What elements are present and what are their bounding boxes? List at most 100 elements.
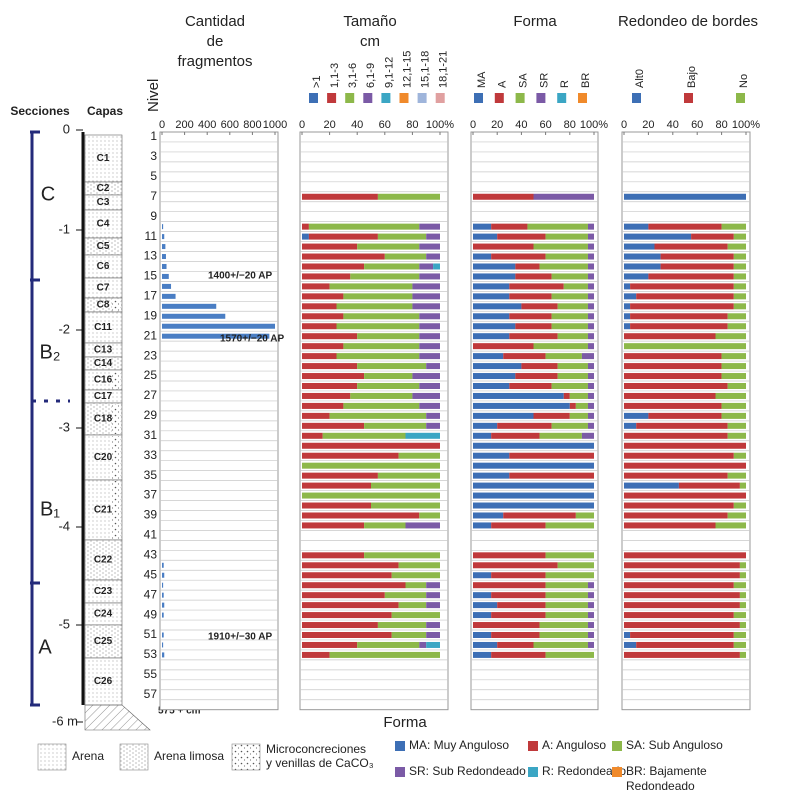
stack-segment — [624, 193, 746, 200]
stack-segment — [302, 572, 392, 579]
stack-segment — [557, 303, 588, 310]
stack-segment — [733, 641, 746, 648]
fragment-bar — [162, 323, 275, 329]
stack-segment — [391, 612, 440, 619]
forma-legend-swatch — [528, 741, 538, 751]
stack-segment — [302, 373, 365, 380]
level-label: 55 — [144, 667, 158, 681]
stack-segment — [329, 412, 427, 419]
stack-segment — [545, 651, 594, 658]
stack-segment — [473, 313, 510, 320]
stack-segment — [624, 283, 631, 290]
layer — [84, 657, 123, 706]
stack-segment — [491, 632, 540, 638]
stack-segment — [557, 373, 588, 380]
stack-segment — [302, 223, 309, 230]
stack-segment — [636, 422, 728, 429]
stack-segment — [302, 303, 337, 310]
stack-segment — [727, 383, 746, 389]
level-label: 13 — [144, 249, 158, 263]
x-tick-label: 20 — [323, 119, 335, 131]
microconcretion-patch — [112, 299, 121, 311]
stack-segment — [302, 263, 365, 270]
stack-segment — [357, 641, 420, 648]
layers-header: Capas — [87, 104, 123, 118]
panel-title: Tamaño — [343, 13, 396, 30]
stack-segment — [473, 592, 492, 599]
stack-segment — [587, 373, 594, 380]
stack-segment — [721, 412, 746, 419]
level-label: 27 — [144, 388, 158, 402]
stack-segment — [733, 283, 746, 290]
stack-segment — [739, 572, 746, 579]
stack-segment — [473, 243, 534, 250]
stack-segment — [473, 582, 546, 589]
legend-label: 18,1-21 — [438, 51, 450, 88]
stack-segment — [473, 632, 492, 638]
stack-segment — [654, 243, 728, 250]
stack-segment — [587, 422, 594, 429]
level-label: 29 — [144, 408, 158, 422]
stack-segment — [715, 333, 746, 340]
stack-segment — [473, 402, 570, 409]
stack-segment — [473, 641, 498, 648]
stack-segment — [533, 243, 588, 250]
stack-segment — [343, 293, 413, 300]
depth-label: -4 — [58, 518, 70, 533]
stack-segment — [491, 253, 546, 260]
stack-segment — [426, 641, 440, 648]
stack-segment — [715, 522, 746, 529]
stack-segment — [302, 632, 392, 638]
stack-segment — [569, 412, 588, 419]
legend-swatch — [557, 93, 567, 103]
stack-segment — [624, 333, 716, 340]
legend-swatch — [515, 93, 525, 103]
stack-segment — [533, 641, 588, 648]
stack-segment — [503, 353, 546, 360]
stack-segment — [302, 353, 337, 360]
stack-segment — [302, 283, 330, 290]
lithology-label: y venillas de CaCO₃ — [266, 756, 374, 770]
stack-segment — [426, 363, 440, 370]
fragment-bar — [162, 293, 176, 299]
stack-segment — [727, 472, 746, 479]
forma-legend-title: Forma — [383, 714, 427, 731]
stack-segment — [624, 233, 692, 240]
stack-segment — [302, 402, 344, 409]
stack-segment — [539, 632, 588, 638]
section-label: B₁ — [40, 498, 60, 520]
stack-segment — [302, 333, 358, 340]
stack-segment — [473, 343, 534, 350]
stack-segment — [412, 303, 440, 310]
stack-segment — [509, 293, 552, 300]
stack-segment — [727, 422, 746, 429]
stack-segment — [539, 263, 588, 270]
stack-segment — [624, 313, 631, 320]
x-tick-label: 100% — [426, 119, 454, 131]
stack-segment — [721, 363, 746, 370]
stack-segment — [302, 392, 351, 399]
forma-legend-swatch — [528, 767, 538, 777]
stack-segment — [405, 432, 440, 439]
depth-label: -2 — [58, 321, 70, 336]
stack-segment — [473, 323, 516, 330]
layer-label: C26 — [94, 676, 113, 687]
x-tick-label: 100% — [580, 119, 608, 131]
stack-segment — [398, 562, 440, 569]
stack-segment — [473, 612, 492, 619]
date-annotation: 1400+/−20 AP — [208, 271, 272, 282]
stack-segment — [350, 392, 413, 399]
panel-title: Forma — [513, 13, 557, 30]
x-tick-label: 20 — [642, 119, 654, 131]
depth-label: -6 m — [52, 713, 78, 728]
stack-segment — [426, 422, 440, 429]
stack-segment — [551, 323, 588, 330]
forma-legend-label: R: Redondeado — [542, 764, 626, 778]
level-label: 5 — [150, 169, 157, 183]
stack-segment — [473, 412, 534, 419]
stack-segment — [419, 263, 434, 270]
level-label: 33 — [144, 448, 158, 462]
stack-segment — [343, 402, 420, 409]
forma-legend-label: Redondeado — [626, 779, 695, 793]
